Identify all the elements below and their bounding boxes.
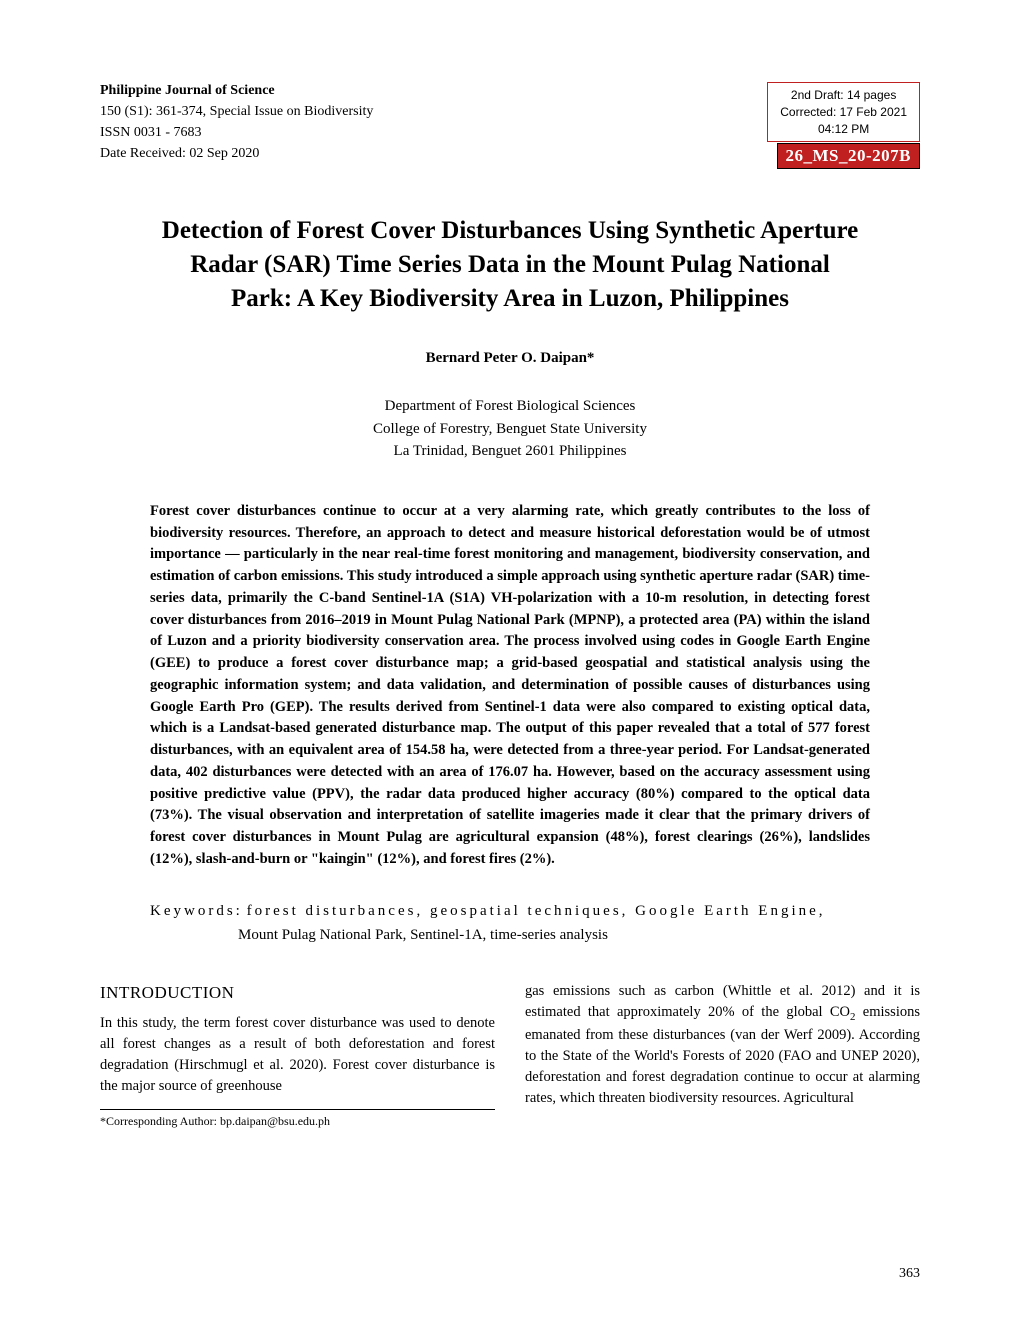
page-number: 363	[899, 1266, 920, 1282]
section-heading-introduction: INTRODUCTION	[100, 981, 495, 1006]
keywords-line1: forest disturbances, geospatial techniqu…	[247, 903, 826, 919]
right-column: gas emissions such as carbon (Whittle et…	[525, 981, 920, 1131]
draft-stamp-box: 2nd Draft: 14 pages Corrected: 17 Feb 20…	[767, 82, 920, 142]
intro-para-left: In this study, the term forest cover dis…	[100, 1013, 495, 1097]
body-columns: INTRODUCTION In this study, the term for…	[100, 981, 920, 1131]
intro-para-right: gas emissions such as carbon (Whittle et…	[525, 981, 920, 1110]
author-name: Bernard Peter O. Daipan*	[100, 350, 920, 367]
manuscript-id-badge: 26_MS_20-207B	[777, 143, 921, 169]
keywords-line2: Mount Pulag National Park, Sentinel-1A, …	[150, 923, 870, 947]
draft-line1: 2nd Draft: 14 pages	[780, 87, 907, 104]
paper-title: Detection of Forest Cover Disturbances U…	[160, 214, 860, 315]
keywords-block: Keywords: forest disturbances, geospatia…	[150, 899, 870, 947]
draft-line2: Corrected: 17 Feb 2021	[780, 104, 907, 121]
left-column: INTRODUCTION In this study, the term for…	[100, 981, 495, 1131]
footnote-divider	[100, 1109, 495, 1110]
abstract-text: Forest cover disturbances continue to oc…	[150, 501, 870, 871]
affiliation-line1: Department of Forest Biological Sciences	[100, 395, 920, 418]
keywords-label: Keywords:	[150, 903, 243, 919]
author-affiliation: Department of Forest Biological Sciences…	[100, 395, 920, 463]
corresponding-author-footnote: *Corresponding Author: bp.daipan@bsu.edu…	[100, 1113, 495, 1130]
draft-line3: 04:12 PM	[780, 121, 907, 138]
affiliation-line3: La Trinidad, Benguet 2601 Philippines	[100, 440, 920, 463]
affiliation-line2: College of Forestry, Benguet State Unive…	[100, 418, 920, 441]
